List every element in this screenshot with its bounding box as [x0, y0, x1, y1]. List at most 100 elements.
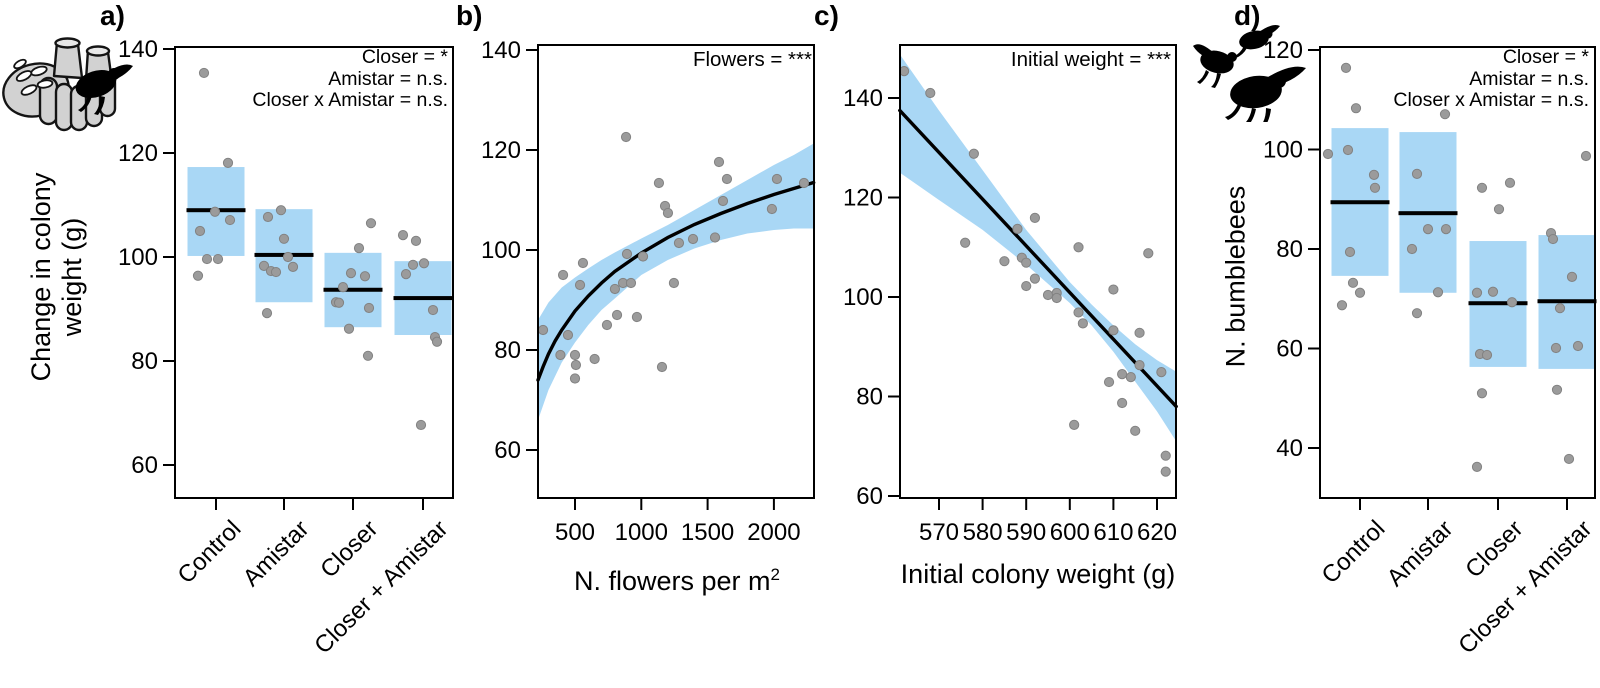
x-tick-label: 1500	[681, 519, 734, 546]
data-point	[1108, 284, 1119, 295]
plot-border	[174, 46, 454, 499]
data-point	[557, 269, 569, 281]
y-tick-label: 140	[481, 37, 521, 64]
x-tick-label: 600	[1050, 519, 1090, 546]
data-point	[407, 259, 419, 270]
data-point	[589, 353, 600, 365]
data-point	[625, 277, 637, 289]
data-point	[1471, 287, 1483, 298]
data-point	[1476, 388, 1488, 399]
data-point	[1547, 233, 1559, 245]
data-point	[569, 349, 581, 361]
data-point	[1580, 150, 1592, 162]
data-point	[1354, 287, 1366, 298]
data-point	[1336, 300, 1348, 311]
x-axis-title-panel-b: N. flowers per m2	[538, 560, 816, 596]
x-tick-label: 2000	[747, 519, 800, 546]
y-tick-label: 100	[118, 244, 158, 271]
data-point	[1069, 419, 1080, 430]
data-point	[275, 205, 287, 216]
data-point	[1566, 271, 1578, 282]
data-point	[562, 329, 574, 341]
data-point	[687, 233, 699, 245]
mean-line	[1330, 200, 1390, 205]
mean-line	[1468, 301, 1528, 306]
mean-line	[323, 287, 383, 292]
data-point	[611, 309, 623, 321]
x-tick-label: 620	[1137, 519, 1177, 546]
data-point	[1160, 450, 1171, 461]
data-point	[278, 233, 290, 244]
bumblebees-icon	[1193, 25, 1306, 122]
x-tick-label: 610	[1093, 519, 1133, 546]
y-tick-label: 80	[494, 337, 521, 364]
data-point	[1369, 182, 1381, 193]
data-point	[224, 214, 236, 226]
data-point	[1143, 248, 1154, 259]
data-point	[1108, 325, 1119, 336]
data-point	[637, 251, 649, 262]
y-tick-label: 60	[1276, 336, 1303, 363]
data-point	[201, 253, 213, 265]
data-point	[798, 177, 810, 189]
data-point	[1411, 168, 1423, 179]
data-point	[345, 268, 357, 279]
data-point	[656, 361, 668, 373]
data-point	[1432, 287, 1444, 298]
data-point	[1156, 367, 1167, 378]
data-point	[569, 373, 581, 384]
panel-b-stats-annotation: Flowers = ***	[692, 48, 812, 71]
data-point	[1021, 257, 1032, 268]
data-point	[1347, 277, 1359, 288]
data-point	[198, 67, 210, 79]
data-point	[1051, 292, 1062, 304]
data-point	[717, 195, 729, 207]
data-point	[1411, 308, 1423, 319]
data-point	[363, 302, 375, 314]
data-point	[1471, 461, 1483, 473]
data-point	[1506, 297, 1518, 308]
plot-border	[537, 44, 815, 499]
data-point	[222, 157, 234, 168]
data-point	[555, 349, 566, 361]
x-axis-title-panel-c: Initial colony weight (g)	[900, 559, 1176, 589]
data-point	[1572, 340, 1584, 352]
bumblebee-nest-icon	[2, 37, 133, 132]
y-tick-label: 80	[131, 348, 158, 375]
data-point	[427, 304, 439, 316]
y-tick-label: 140	[118, 36, 158, 63]
stat-line: Closer x Amistar = n.s.	[252, 89, 448, 111]
y-tick-label: 120	[843, 185, 883, 212]
data-point	[653, 177, 665, 189]
y-tick-label: 100	[481, 237, 521, 264]
stat-line: Closer x Amistar = n.s.	[1393, 89, 1589, 111]
data-point	[1493, 204, 1505, 215]
data-point	[209, 206, 221, 217]
data-point	[631, 311, 643, 323]
data-point	[1476, 182, 1488, 193]
data-point	[1344, 246, 1356, 258]
y-tick-label: 120	[1263, 37, 1303, 64]
data-point	[415, 419, 427, 431]
data-point	[359, 271, 371, 282]
data-point	[212, 253, 224, 265]
y-tick-label: 100	[843, 284, 883, 311]
x-tick-label: 500	[555, 519, 595, 546]
data-point	[1504, 177, 1516, 188]
data-point	[620, 131, 632, 143]
y-tick-label: 60	[494, 437, 521, 464]
data-point	[194, 225, 206, 237]
mean-line	[393, 296, 453, 301]
x-tick-label: 1000	[615, 519, 668, 546]
data-point	[1439, 109, 1451, 120]
data-point	[1350, 103, 1362, 114]
data-point	[192, 270, 204, 281]
confidence-ribbon	[538, 143, 814, 420]
plot-border	[1319, 46, 1596, 499]
data-point	[621, 248, 633, 260]
y-tick-label: 120	[481, 137, 521, 164]
stat-line: Closer = *	[361, 46, 448, 68]
y-axis-title-panel-a: Change in colony weight (g)	[26, 97, 88, 457]
